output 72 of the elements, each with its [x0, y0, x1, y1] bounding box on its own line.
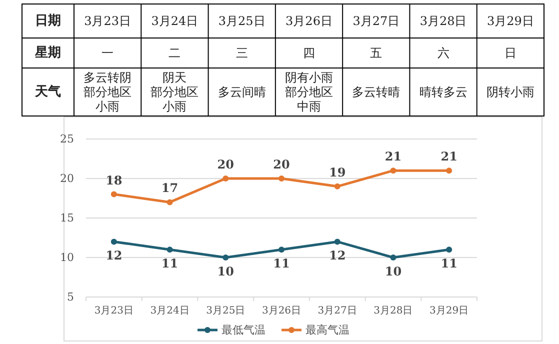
data-label: 12 — [329, 248, 346, 263]
point — [446, 246, 452, 253]
y-tick-label: 10 — [60, 251, 74, 264]
text: 日 — [504, 46, 516, 60]
text: 多云转阴 — [84, 70, 132, 85]
text: 部分地区 — [150, 85, 199, 99]
x-tick-label: 3月26日 — [262, 306, 302, 316]
category-label: 日期 — [35, 14, 61, 28]
text: 六 — [437, 46, 450, 60]
y-tick-label: 20 — [60, 172, 74, 185]
text: 阴有小雨 — [285, 70, 333, 85]
point — [110, 191, 117, 198]
x-tick-label: 3月24日 — [150, 306, 190, 316]
x-tick-label: 3月29日 — [430, 306, 469, 316]
point — [278, 246, 284, 253]
category-label: 天气 — [35, 84, 61, 100]
category-label: 3月26日 — [286, 14, 332, 28]
data-label: 10 — [384, 264, 402, 278]
y-tick-label: 25 — [60, 132, 74, 146]
text: 晴转多云 — [419, 85, 468, 99]
data-label: 20 — [217, 158, 234, 172]
text: 四 — [303, 46, 315, 60]
category-label: 3月29日 — [486, 14, 534, 28]
category-label: 3月27日 — [352, 14, 400, 28]
y-tick-label: 15 — [60, 212, 74, 224]
x-tick-label: 3月28日 — [374, 306, 413, 316]
text: 阴转小雨 — [486, 85, 534, 99]
text: 多云间晴 — [218, 85, 266, 99]
category-label: 3月28日 — [420, 14, 467, 28]
legend-label: 最低气温 — [222, 324, 266, 336]
data-label: 21 — [384, 150, 402, 164]
x-tick-label: 3月27日 — [318, 306, 357, 316]
point — [222, 254, 229, 260]
text: 部分地区 — [285, 85, 333, 99]
point — [390, 168, 396, 174]
text: 多云转晴 — [352, 85, 400, 99]
x-tick-label: 3月25日 — [206, 306, 246, 316]
x-tick-label: 3月23日 — [94, 306, 134, 316]
point — [222, 176, 229, 182]
text: 小雨 — [162, 99, 187, 114]
text: 三 — [236, 46, 248, 60]
legend-label: 最高气温 — [306, 324, 350, 336]
data-label: 21 — [440, 150, 458, 164]
text: 五 — [370, 46, 382, 60]
y-tick-label: 5 — [67, 290, 74, 304]
category-label: 3月25日 — [218, 14, 266, 28]
text: 部分地区 — [84, 85, 132, 99]
point — [110, 238, 117, 245]
point — [334, 238, 340, 245]
data-label: 10 — [217, 264, 234, 278]
category-label: 3月23日 — [84, 14, 132, 28]
data-label: 18 — [106, 173, 122, 188]
point — [334, 183, 340, 190]
point — [390, 254, 396, 260]
data-label: 12 — [106, 248, 122, 263]
point — [446, 168, 452, 174]
category-label: 3月24日 — [151, 14, 198, 28]
data-label: 19 — [329, 165, 346, 180]
text: 二 — [168, 46, 181, 60]
text: 中雨 — [297, 99, 321, 114]
point — [166, 199, 173, 206]
data-label: 11 — [161, 256, 178, 271]
text: 小雨 — [96, 99, 120, 114]
point — [166, 246, 173, 253]
data-label: 11 — [440, 256, 458, 271]
category-label: 星期 — [35, 46, 61, 60]
data-label: 20 — [273, 158, 290, 172]
data-label: 11 — [273, 256, 290, 271]
data-label: 17 — [161, 181, 178, 196]
text: 阴天 — [162, 70, 187, 85]
text: 一 — [102, 46, 114, 60]
point — [278, 176, 284, 182]
